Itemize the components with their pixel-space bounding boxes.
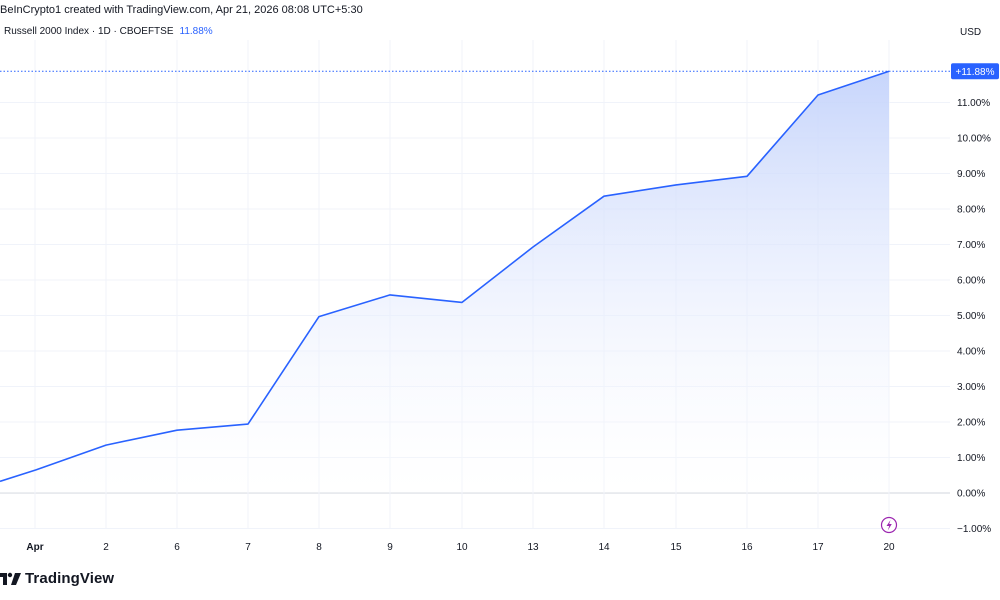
y-tick-label: 2.00%: [957, 418, 985, 429]
x-tick-label: 14: [598, 542, 610, 553]
tradingview-logo-text: TradingView: [25, 569, 115, 587]
x-tick-label: 6: [174, 542, 180, 553]
last-value-badge-text: +11.88%: [955, 67, 994, 78]
x-tick-label: 8: [316, 542, 322, 553]
y-tick-label: 11.00%: [957, 98, 990, 109]
y-tick-label: 9.00%: [957, 169, 985, 180]
area-fill: [0, 71, 889, 494]
area-path: [0, 71, 889, 494]
price-chart[interactable]: −1.00% 0.00% 1.00% 2.00% 3.00% 4.00% 5.00% 6.00…: [0, 0, 1000, 560]
x-tick-label: 16: [741, 542, 753, 553]
y-tick-label: 8.00%: [957, 205, 985, 216]
y-axis[interactable]: −1.00% 0.00% 1.00% 2.00% 3.00% 4.00% 5.00% 6.00…: [957, 98, 991, 535]
legend-symbol: Russell 2000 Index · 1D · CBOEFTSE: [4, 26, 174, 37]
tradingview-logo[interactable]: TradingView: [0, 568, 114, 588]
x-tick-label: 20: [883, 542, 895, 553]
y-tick-label: 7.00%: [957, 240, 985, 251]
x-tick-label: 17: [812, 542, 824, 553]
chart-attribution: BeInCrypto1 created with TradingView.com…: [0, 4, 363, 16]
y-tick-label: 4.00%: [957, 347, 985, 358]
x-tick-label: 2: [103, 542, 109, 553]
lightning-icon[interactable]: [880, 516, 898, 534]
x-tick-label: Apr: [26, 542, 43, 553]
x-tick-label: 13: [527, 542, 539, 553]
y-tick-label: 5.00%: [957, 311, 985, 322]
x-axis[interactable]: Apr 2 6 7 8 9 10 13 14 15 16 17 20: [26, 542, 895, 553]
x-tick-label: 10: [456, 542, 468, 553]
y-tick-label: −1.00%: [957, 524, 991, 535]
lightning-icon-bolt: [886, 520, 892, 531]
chart-legend[interactable]: Russell 2000 Index · 1D · CBOEFTSE 11.88%: [4, 26, 213, 37]
series-line: [0, 70, 890, 483]
y-tick-label: 0.00%: [957, 489, 985, 500]
last-value-badge: +11.88%: [0, 63, 999, 80]
legend-value: 11.88%: [179, 26, 213, 37]
tradingview-logo-icon: [0, 572, 21, 585]
x-tick-label: 7: [245, 542, 251, 553]
y-tick-label: 1.00%: [957, 453, 985, 464]
last-value-badge-bg: [951, 63, 999, 80]
y-tick-label: 3.00%: [957, 382, 985, 393]
x-tick-label: 15: [670, 542, 682, 553]
y-tick-label: 10.00%: [957, 134, 991, 145]
y-tick-label: 6.00%: [957, 276, 985, 287]
series-path: [0, 70, 890, 483]
currency-label[interactable]: USD: [960, 27, 982, 38]
x-tick-label: 9: [387, 542, 393, 553]
